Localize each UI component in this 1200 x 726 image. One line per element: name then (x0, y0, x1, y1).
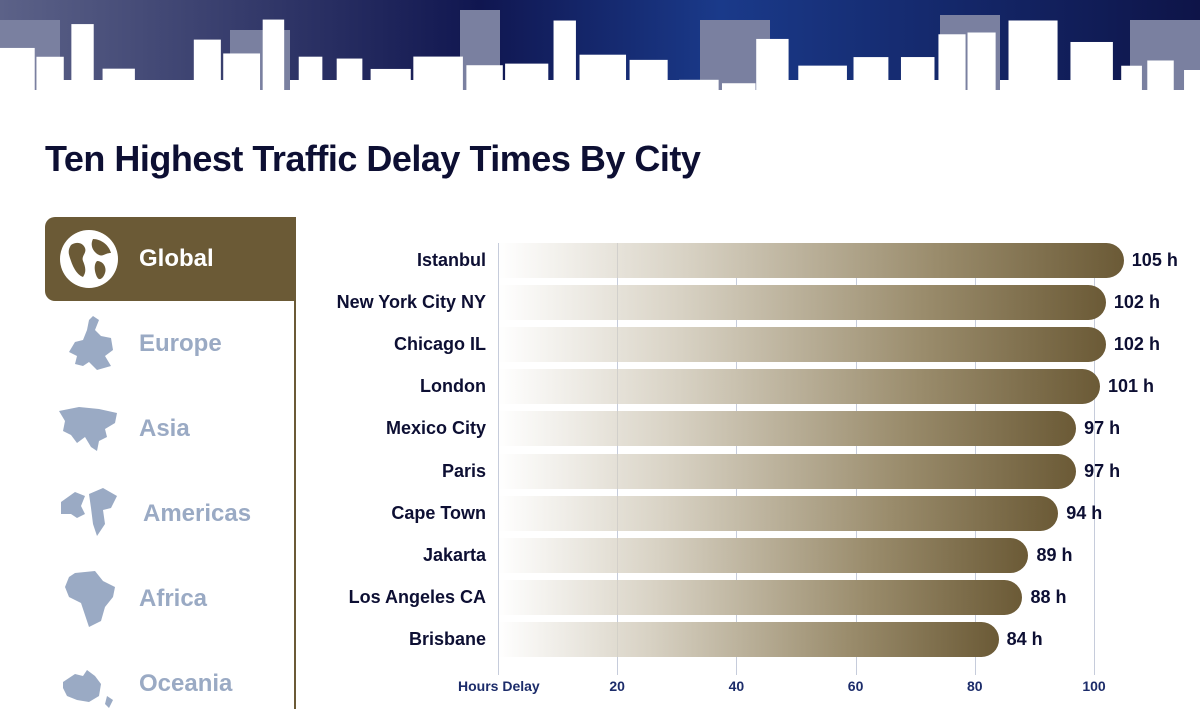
y-axis-line (498, 243, 499, 675)
city-label: New York City NY (336, 292, 486, 313)
bar (498, 411, 1077, 447)
value-label: 105 h (1131, 250, 1178, 270)
x-tick-label: 80 (967, 678, 983, 694)
region-label: Europe (139, 330, 222, 357)
americas-map-icon (61, 488, 117, 536)
city-label: Cape Town (391, 502, 486, 523)
city-label: Istanbul (416, 250, 486, 270)
region-tab-global[interactable]: Global (45, 217, 296, 301)
bar (498, 243, 1124, 278)
city-label: Jakarta (422, 544, 486, 565)
grid-line (617, 243, 619, 675)
bar (498, 453, 1077, 489)
region-sidebar: Global Europe Asia Americas Africa Ocean… (45, 217, 296, 709)
value-label: 88 h (1030, 586, 1067, 607)
bar (498, 327, 1106, 363)
grid-line (855, 243, 857, 675)
x-tick-label: 60 (847, 678, 864, 694)
x-tick-label: 40 (728, 678, 745, 694)
grid-line (974, 243, 976, 675)
globe-icon (60, 230, 118, 288)
region-tab-europe[interactable]: Europe (45, 302, 296, 386)
value-label: 89 h (1036, 544, 1073, 565)
grid-line (736, 243, 738, 675)
x-tick-label: 20 (609, 678, 625, 694)
region-tab-oceania[interactable]: Oceania (45, 642, 296, 726)
city-label: Brisbane (408, 628, 486, 649)
europe-map-icon (69, 316, 113, 370)
value-label: 101 h (1107, 376, 1154, 397)
x-tick-label: 100 (1082, 678, 1106, 694)
region-label: Global (139, 245, 214, 272)
bar (498, 369, 1100, 405)
city-label: Chicago IL (393, 334, 486, 355)
value-label: 97 h (1084, 418, 1121, 439)
region-label: Asia (139, 415, 190, 442)
city-label: Paris (441, 460, 486, 481)
region-label: Americas (143, 500, 252, 527)
value-label: 102 h (1113, 292, 1160, 313)
region-label: Oceania (139, 670, 233, 697)
oceania-map-icon (63, 670, 113, 708)
value-label: 97 h (1084, 460, 1121, 481)
value-label: 94 h (1066, 502, 1103, 523)
page-title: Ten Highest Traffic Delay Times By City (45, 138, 701, 179)
bar (498, 579, 1023, 615)
city-label: Mexico City (385, 418, 486, 439)
grid-line (1094, 243, 1095, 675)
value-label: 84 h (1006, 628, 1043, 649)
value-label: 102 h (1113, 334, 1160, 355)
bar (498, 285, 1106, 321)
region-tab-asia[interactable]: Asia (45, 387, 296, 471)
city-skyline-banner (0, 0, 1200, 110)
x-axis-label: Hours Delay (458, 678, 540, 694)
bar (498, 495, 1059, 531)
region-tab-africa[interactable]: Africa (45, 557, 296, 641)
city-label: Los Angeles CA (348, 586, 486, 607)
region-label: Africa (139, 585, 208, 612)
region-tab-americas[interactable]: Americas (45, 472, 296, 556)
city-label: London (420, 376, 486, 397)
asia-map-icon (59, 407, 117, 451)
africa-map-icon (65, 571, 115, 627)
bar (498, 537, 1029, 573)
bar (498, 621, 999, 657)
